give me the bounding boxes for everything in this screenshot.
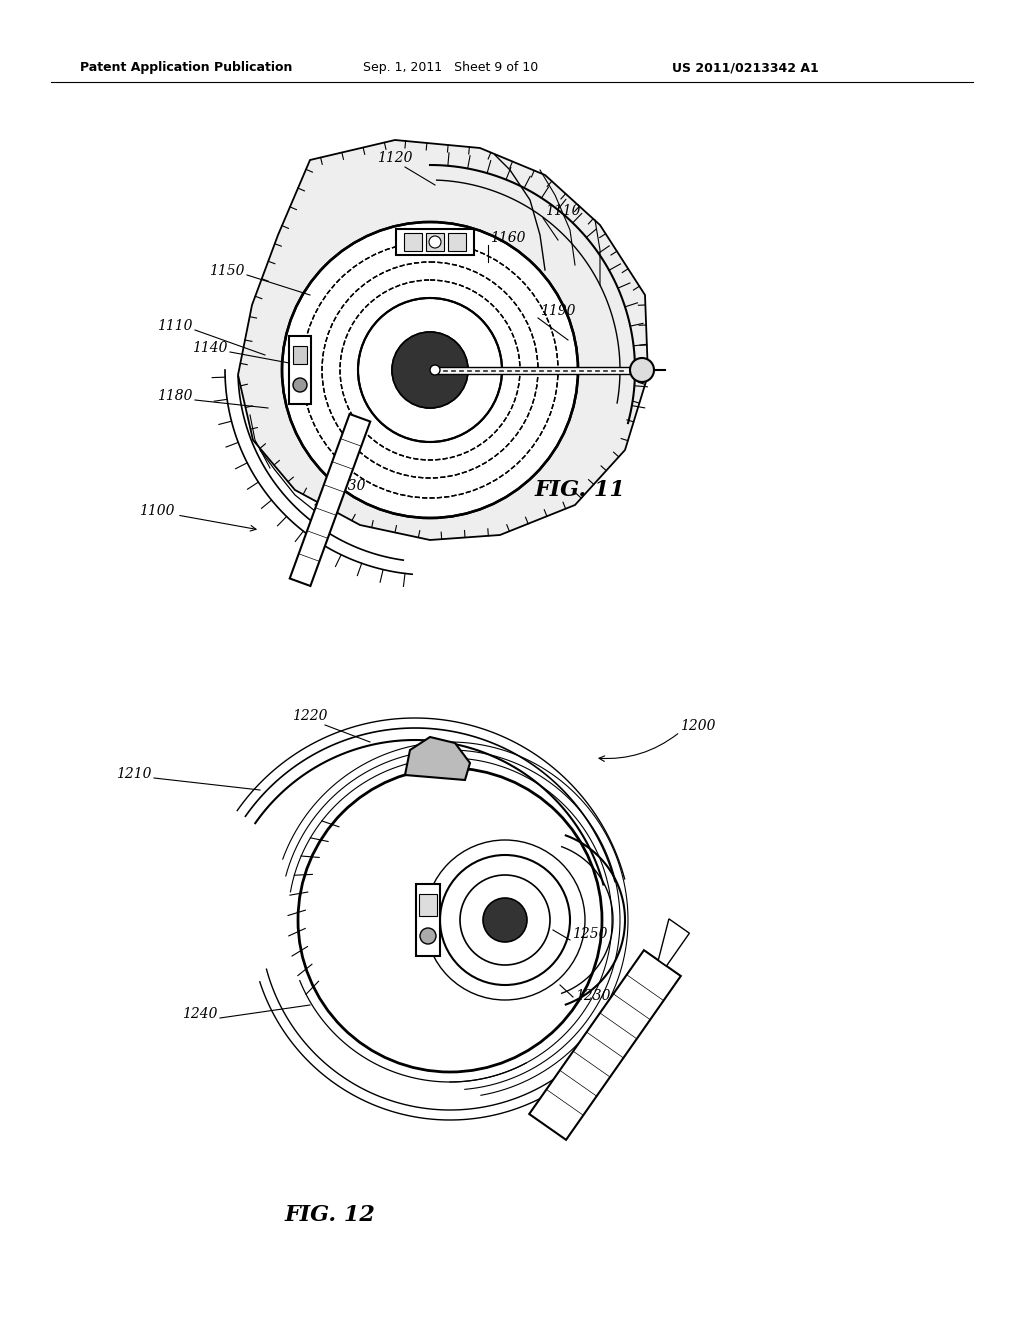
Text: FIG. 11: FIG. 11 bbox=[535, 479, 626, 502]
Text: 1110: 1110 bbox=[158, 319, 193, 333]
Text: Patent Application Publication: Patent Application Publication bbox=[80, 62, 293, 74]
Bar bbox=[449, 234, 466, 251]
Circle shape bbox=[392, 333, 468, 408]
Circle shape bbox=[483, 898, 527, 942]
Text: 1100: 1100 bbox=[139, 504, 175, 517]
Bar bbox=[293, 346, 307, 364]
Text: 1180: 1180 bbox=[158, 389, 193, 403]
Text: 1240: 1240 bbox=[182, 1007, 218, 1020]
Polygon shape bbox=[238, 140, 648, 540]
Polygon shape bbox=[406, 737, 470, 780]
Circle shape bbox=[282, 222, 578, 517]
Text: 1150: 1150 bbox=[210, 264, 245, 279]
Text: 1130: 1130 bbox=[330, 479, 366, 492]
Bar bbox=[426, 234, 444, 251]
Text: 1140: 1140 bbox=[193, 341, 228, 355]
Circle shape bbox=[392, 333, 468, 408]
Bar bbox=[416, 884, 440, 956]
Polygon shape bbox=[658, 919, 689, 966]
Polygon shape bbox=[290, 414, 371, 586]
Text: FIG. 12: FIG. 12 bbox=[285, 1204, 376, 1226]
Circle shape bbox=[630, 358, 654, 381]
Text: 1210: 1210 bbox=[117, 767, 152, 781]
Text: 1230: 1230 bbox=[575, 989, 610, 1003]
Bar bbox=[435, 367, 630, 374]
Text: 1250: 1250 bbox=[572, 927, 607, 941]
Text: Sep. 1, 2011   Sheet 9 of 10: Sep. 1, 2011 Sheet 9 of 10 bbox=[362, 62, 539, 74]
Circle shape bbox=[298, 768, 602, 1072]
Text: 1190: 1190 bbox=[540, 304, 575, 318]
Circle shape bbox=[293, 378, 307, 392]
Text: 1120: 1120 bbox=[377, 150, 413, 165]
Polygon shape bbox=[529, 950, 681, 1140]
Bar bbox=[289, 337, 311, 404]
Circle shape bbox=[420, 928, 436, 944]
Text: 1220: 1220 bbox=[292, 709, 328, 723]
Circle shape bbox=[429, 236, 441, 248]
Circle shape bbox=[430, 366, 440, 375]
Bar bbox=[396, 228, 474, 255]
Text: 1110: 1110 bbox=[545, 205, 581, 218]
Bar bbox=[419, 894, 437, 916]
Text: 1160: 1160 bbox=[490, 231, 525, 246]
Text: US 2011/0213342 A1: US 2011/0213342 A1 bbox=[672, 62, 819, 74]
Text: 1200: 1200 bbox=[680, 719, 716, 733]
Bar bbox=[404, 234, 422, 251]
